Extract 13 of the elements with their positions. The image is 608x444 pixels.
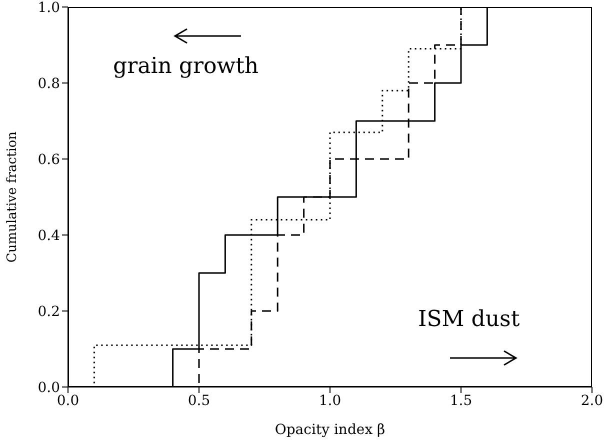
y-tick-label: 0.6 (38, 152, 60, 168)
y-axis-title: Cumulative fraction (5, 130, 20, 263)
x-tick-label: 1.0 (318, 392, 342, 409)
y-tick-label: 0.8 (38, 76, 60, 92)
annotation: grain growth (113, 54, 259, 79)
x-tick-label: 2.0 (580, 392, 604, 409)
y-tick-label: 1.0 (38, 0, 60, 16)
y-tick-label: 0.2 (38, 304, 60, 320)
y-tick-label: 0.4 (38, 228, 60, 244)
x-tick-label: 1.5 (450, 392, 472, 409)
annotation: ISM dust (418, 307, 520, 332)
x-tick-label: 0.5 (188, 392, 210, 409)
x-axis-title: Opacity index β (274, 422, 386, 438)
